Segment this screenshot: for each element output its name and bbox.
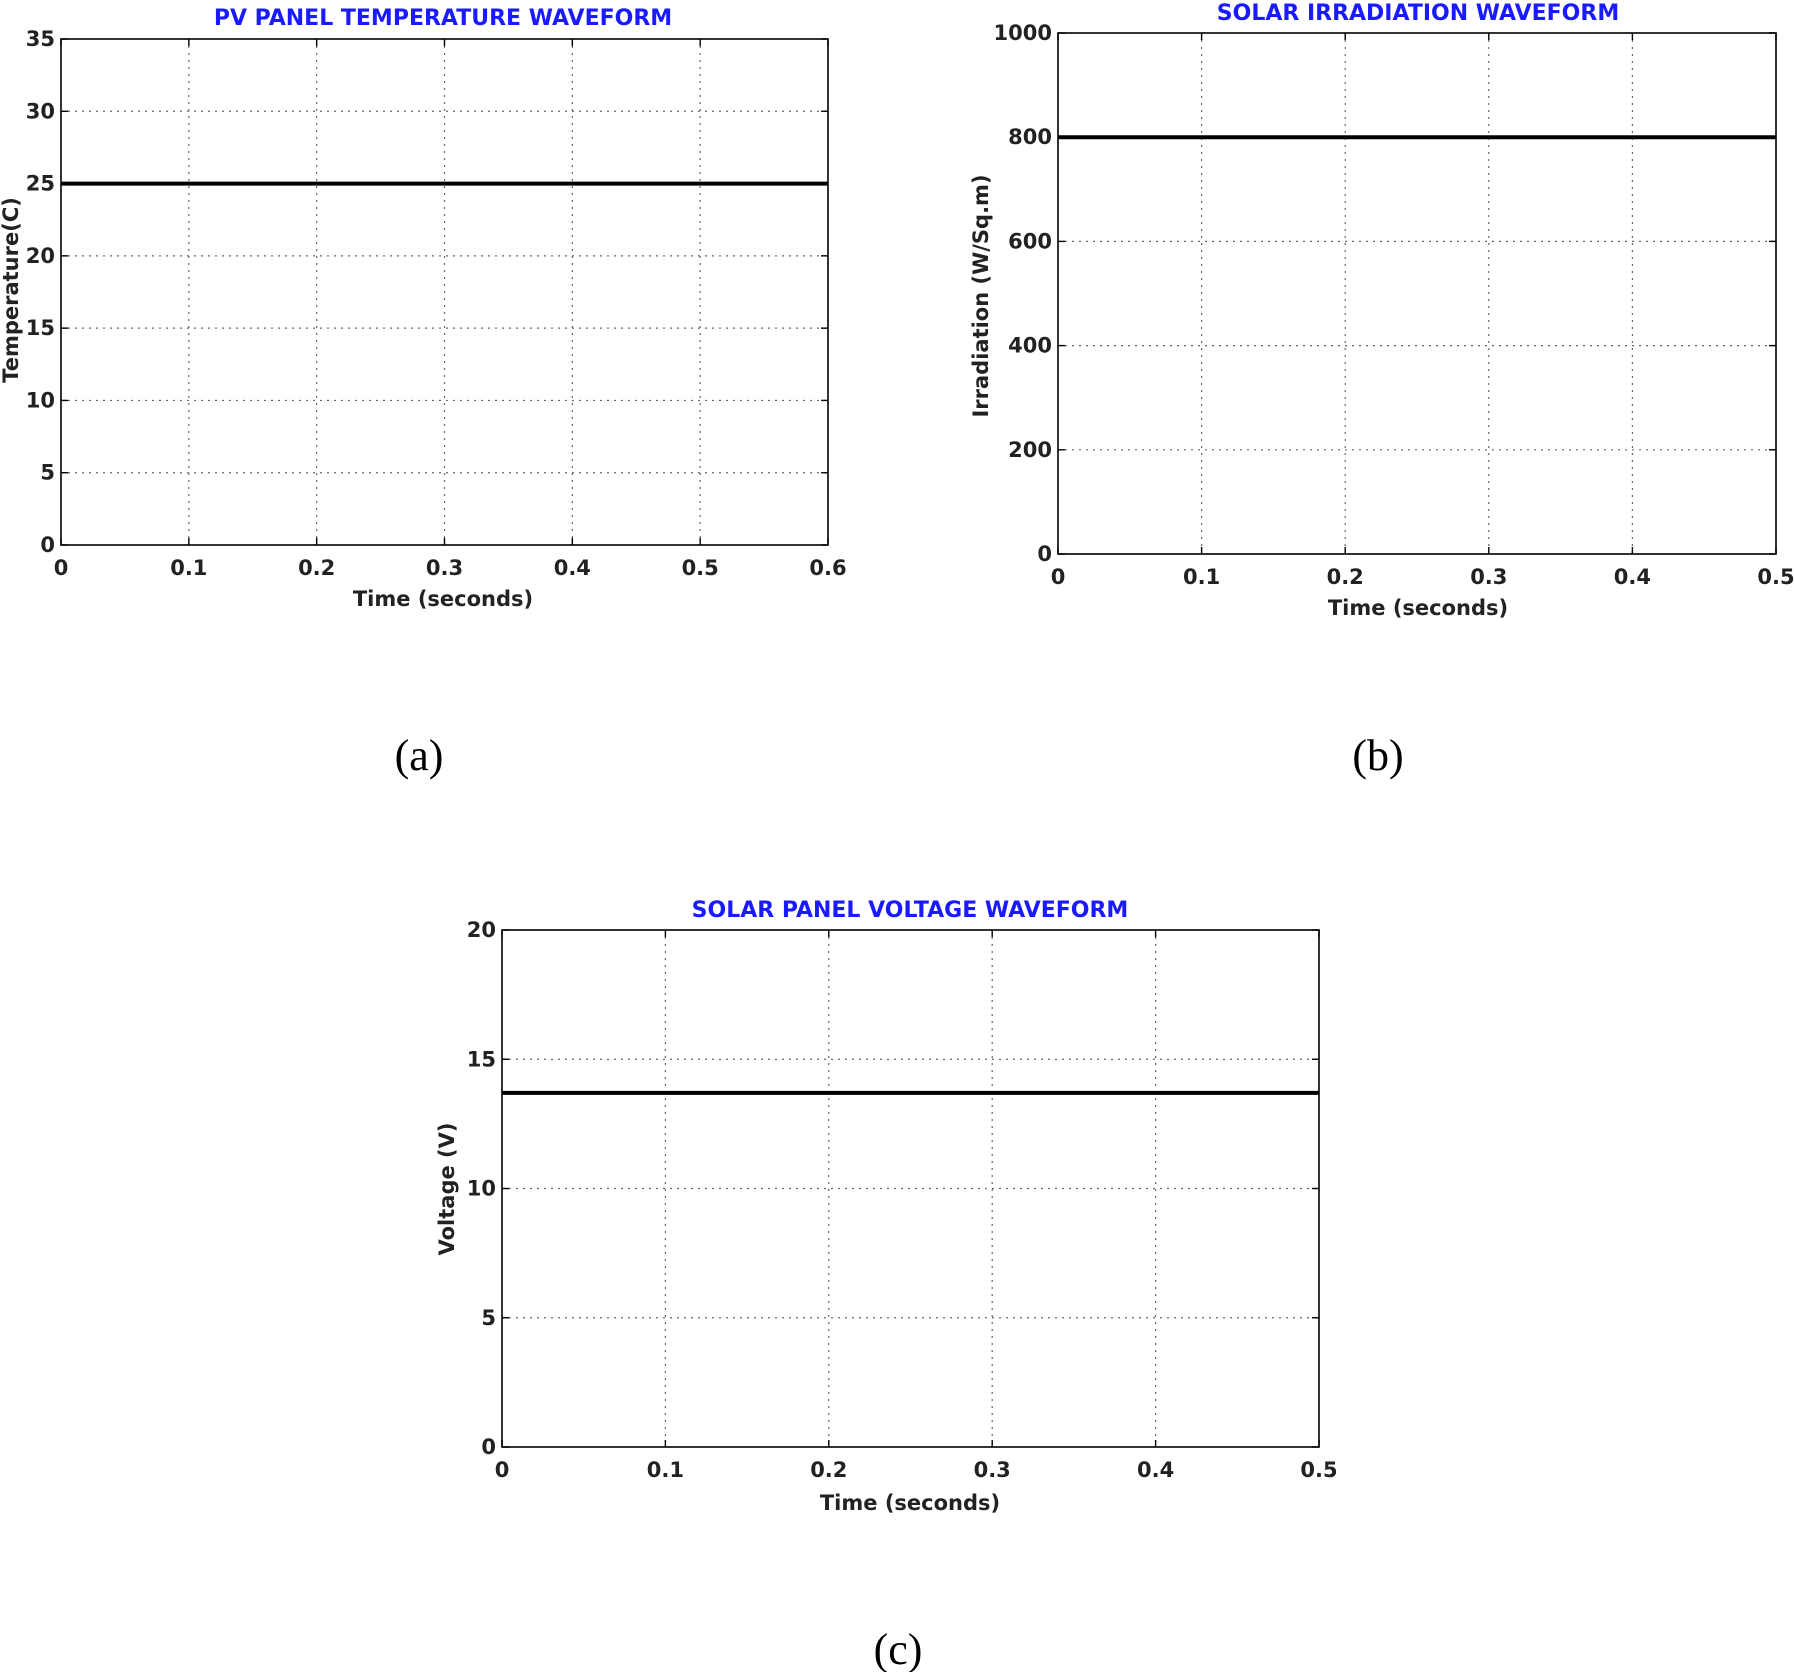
x-tick-label: 0: [495, 1458, 510, 1482]
chart-irradiation: SOLAR IRRADIATION WAVEFORM Time (seconds…: [969, 1, 1794, 780]
y-tick-label: 200: [1008, 438, 1052, 462]
x-tick-label: 0.3: [1470, 565, 1507, 589]
x-axis-label: Time (seconds): [1328, 596, 1508, 620]
y-tick-label: 15: [26, 316, 55, 340]
x-tick-label: 0.2: [810, 1458, 847, 1482]
caption-b: (b): [1352, 731, 1403, 780]
y-axis-label: Temperature(C): [0, 197, 23, 383]
y-tick-label: 1000: [994, 21, 1052, 45]
x-tick-label: 0: [1051, 565, 1066, 589]
x-tick-label: 0.1: [170, 556, 207, 580]
x-tick-label: 0.5: [1757, 565, 1794, 589]
y-tick-label: 25: [26, 172, 55, 196]
x-tick-label: 0.5: [682, 556, 719, 580]
x-tick-label: 0.2: [1327, 565, 1364, 589]
x-tick-label: 0.2: [298, 556, 335, 580]
x-tick-label: 0.6: [809, 556, 846, 580]
x-tick-label: 0.4: [1614, 565, 1651, 589]
chart-title: SOLAR PANEL VOLTAGE WAVEFORM: [692, 898, 1129, 923]
x-tick-label: 0.3: [426, 556, 463, 580]
x-tick-label: 0.4: [554, 556, 591, 580]
y-tick-label: 20: [26, 244, 55, 268]
x-tick-label: 0.5: [1300, 1458, 1337, 1482]
chart-title: PV PANEL TEMPERATURE WAVEFORM: [214, 6, 672, 31]
y-tick-label: 600: [1008, 229, 1052, 253]
y-tick-label: 400: [1008, 334, 1052, 358]
caption-c: (c): [874, 1625, 923, 1672]
y-tick-label: 30: [26, 99, 55, 123]
y-tick-label: 5: [40, 461, 55, 485]
y-tick-label: 0: [1037, 542, 1052, 566]
x-tick-label: 0: [54, 556, 69, 580]
y-tick-label: 10: [26, 388, 55, 412]
y-tick-label: 20: [467, 918, 496, 942]
chart-title: SOLAR IRRADIATION WAVEFORM: [1217, 1, 1619, 26]
x-tick-label: 0.4: [1137, 1458, 1174, 1482]
y-tick-label: 0: [481, 1435, 496, 1459]
chart-temperature: PV PANEL TEMPERATURE WAVEFORM Time (seco…: [0, 6, 847, 780]
chart-voltage: SOLAR PANEL VOLTAGE WAVEFORM Time (secon…: [435, 898, 1338, 1672]
x-axis-label: Time (seconds): [353, 587, 533, 611]
y-axis-label: Voltage (V): [435, 1123, 459, 1256]
x-tick-label: 0.3: [974, 1458, 1011, 1482]
x-axis-label: Time (seconds): [820, 1491, 1000, 1515]
x-tick-label: 0.1: [647, 1458, 684, 1482]
y-tick-label: 5: [481, 1306, 496, 1330]
y-axis-label: Irradiation (W/Sq.m): [969, 174, 993, 417]
y-tick-label: 15: [467, 1047, 496, 1071]
x-tick-label: 0.1: [1183, 565, 1220, 589]
y-tick-label: 35: [26, 27, 55, 51]
caption-a: (a): [395, 731, 444, 780]
y-tick-label: 10: [467, 1177, 496, 1201]
plot-area: [1057, 32, 1777, 555]
y-tick-label: 0: [40, 533, 55, 557]
y-tick-label: 800: [1008, 125, 1052, 149]
